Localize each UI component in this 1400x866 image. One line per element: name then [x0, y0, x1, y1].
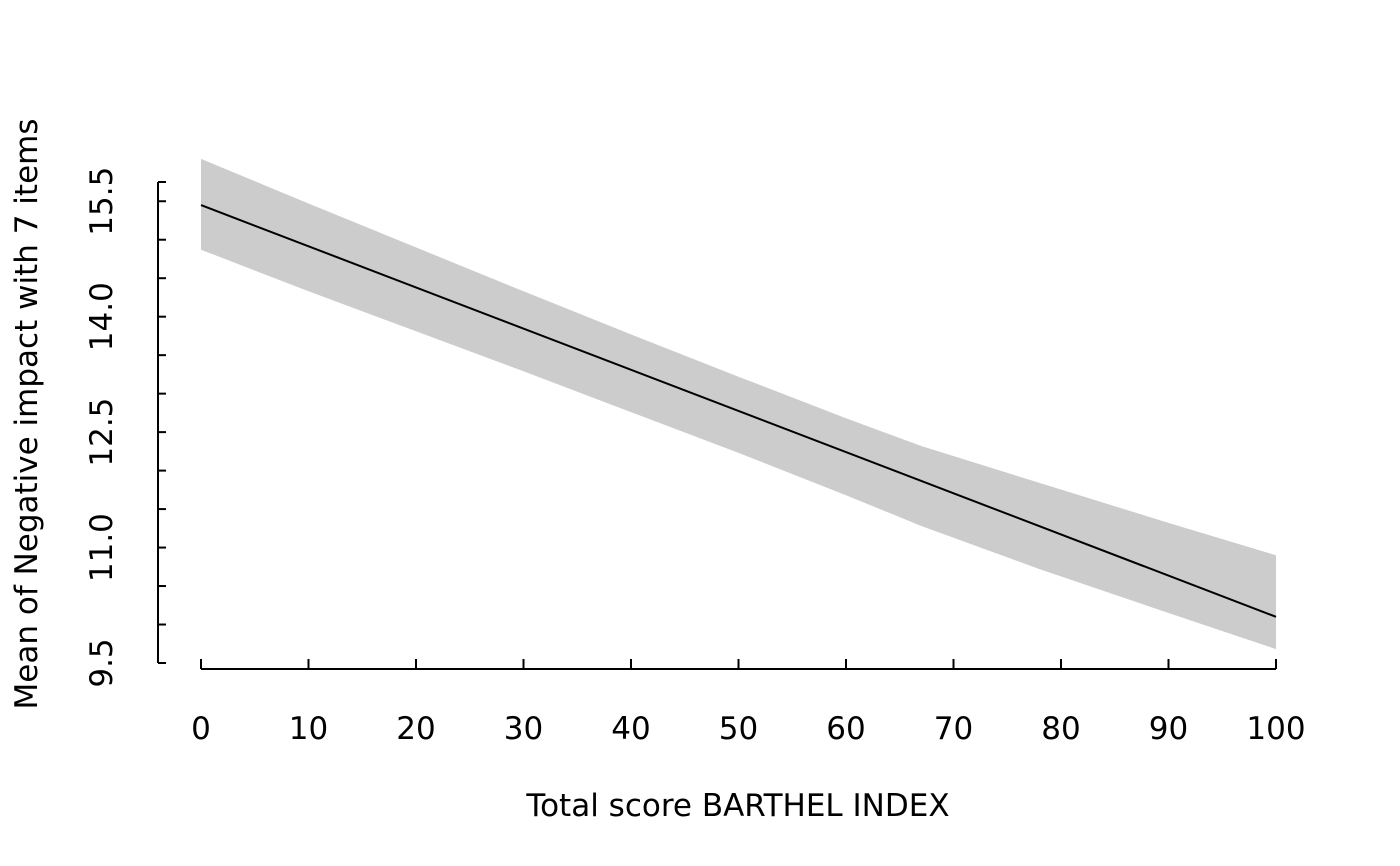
y-tick-label: 11.0	[84, 513, 120, 582]
x-tick-label: 0	[191, 711, 211, 747]
y-tick-label: 9.5	[84, 638, 120, 687]
x-tick-label: 60	[826, 711, 865, 747]
y-tick-label: 14.0	[84, 282, 120, 351]
x-tick-label: 50	[719, 711, 758, 747]
x-tick-label: 30	[504, 711, 543, 747]
confidence-band	[201, 158, 1276, 650]
y-tick-label: 12.5	[84, 398, 120, 467]
fit-line	[200, 204, 1277, 618]
x-tick-label: 70	[934, 711, 973, 747]
x-tick-label: 40	[611, 711, 650, 747]
y-axis-label: Mean of Negative impact with 7 items	[9, 119, 45, 710]
x-axis-label: Total score BARTHEL INDEX	[525, 788, 949, 824]
x-tick-label: 90	[1149, 711, 1188, 747]
fit-line-layer	[200, 204, 1277, 618]
x-tick-label: 80	[1041, 711, 1080, 747]
confidence-band-layer	[201, 158, 1276, 650]
x-axis: 0 10 20 30 40 50 60 70 80 90 100	[191, 659, 1306, 747]
y-tick-label: 15.5	[84, 167, 120, 236]
y-axis: 9.5 11.0 12.5 14.0 15.5	[84, 167, 166, 688]
x-tick-label: 20	[396, 711, 435, 747]
x-tick-label: 10	[289, 711, 328, 747]
x-tick-label: 100	[1246, 711, 1305, 747]
